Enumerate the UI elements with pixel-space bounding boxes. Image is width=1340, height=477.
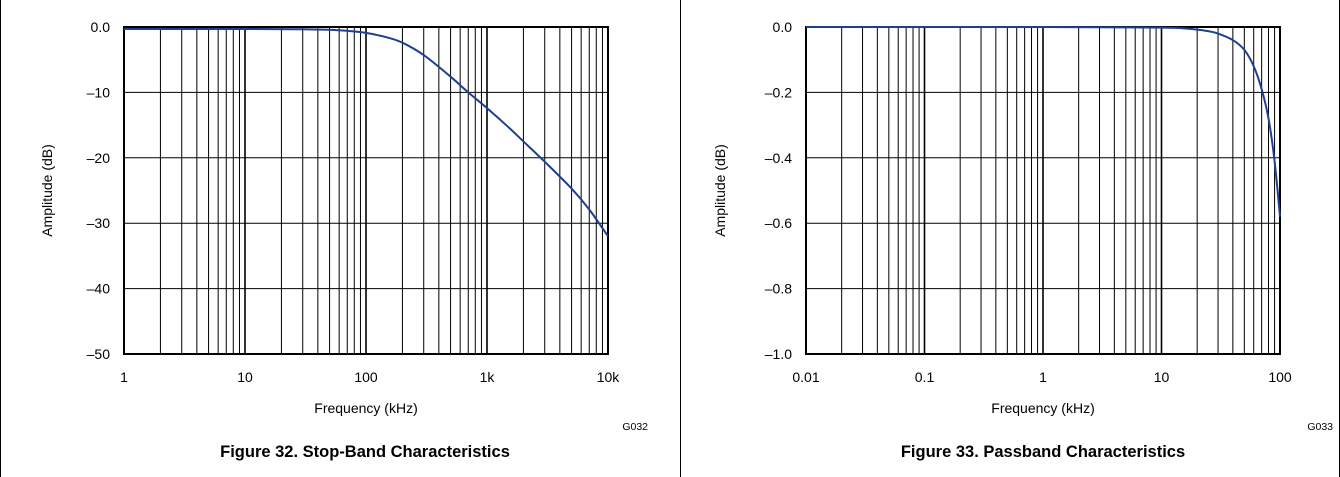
y-axis-label: Amplitude (dB) — [712, 144, 728, 237]
x-tick-label: 10 — [1154, 369, 1170, 385]
x-tick-label: 100 — [1268, 369, 1292, 385]
x-tick-label: 0.01 — [792, 369, 819, 385]
y-tick-label: –0.2 — [765, 84, 792, 100]
x-tick-label: 100 — [354, 369, 378, 385]
y-tick-label: –1.0 — [765, 346, 792, 362]
y-tick-label: –50 — [87, 346, 111, 362]
x-tick-labels: 1 10 100 1k 10k — [120, 369, 620, 385]
y-tick-label: –0.8 — [765, 281, 792, 297]
x-tick-label: 10k — [597, 369, 621, 385]
x-tick-label: 1 — [1039, 369, 1047, 385]
y-tick-label: 0.0 — [773, 19, 793, 35]
x-tick-label: 1k — [480, 369, 496, 385]
plot-area-border — [123, 26, 609, 355]
x-axis-label: Frequency (kHz) — [314, 400, 417, 416]
figure-code: G032 — [622, 421, 648, 433]
x-axis-label: Frequency (kHz) — [991, 400, 1094, 416]
x-tick-label: 10 — [237, 369, 253, 385]
y-tick-label: –40 — [87, 281, 111, 297]
y-tick-label: –10 — [87, 84, 111, 100]
figure-code: G033 — [1307, 421, 1333, 433]
minor-gridlines — [159, 27, 603, 354]
y-tick-label: –0.4 — [765, 150, 792, 166]
figure-caption: Figure 33. Passband Characteristics — [901, 443, 1185, 461]
x-tick-label: 1 — [120, 369, 128, 385]
y-tick-labels: 0.0 –0.2 –0.4 –0.6 –0.8 –1.0 — [765, 19, 792, 362]
y-tick-label: –30 — [87, 215, 111, 231]
x-tick-labels: 0.01 0.1 1 10 100 — [792, 369, 1292, 385]
stop-band-chart: 0.0 –10 –20 –30 –40 –50 1 10 100 1k 10k Amplitude… — [39, 19, 648, 461]
amplitude-curve — [805, 25, 1281, 217]
x-tick-label: 0.1 — [915, 369, 935, 385]
y-tick-label: –20 — [87, 150, 111, 166]
y-axis-label: Amplitude (dB) — [39, 144, 55, 237]
amplitude-curve — [123, 27, 609, 237]
minor-gridlines — [841, 27, 1276, 354]
passband-chart: 0.0 –0.2 –0.4 –0.6 –0.8 –1.0 0.01 0.1 1 10 100 Am… — [712, 19, 1333, 461]
y-tick-label: 0.0 — [91, 19, 111, 35]
y-tick-labels: 0.0 –10 –20 –30 –40 –50 — [87, 19, 111, 362]
y-tick-label: –0.6 — [765, 215, 792, 231]
figure-caption: Figure 32. Stop-Band Characteristics — [220, 443, 510, 461]
